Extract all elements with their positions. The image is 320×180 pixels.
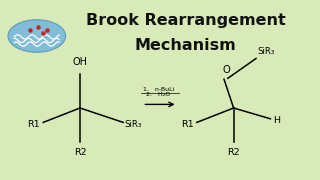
Circle shape — [8, 20, 66, 52]
Text: OH: OH — [73, 57, 87, 68]
Text: 2.   H₂O: 2. H₂O — [146, 92, 171, 97]
Text: 1.   n-BuLi: 1. n-BuLi — [143, 87, 174, 92]
Text: Mechanism: Mechanism — [135, 38, 236, 53]
Text: R1: R1 — [28, 120, 40, 129]
Text: R2: R2 — [74, 148, 86, 157]
Text: R2: R2 — [227, 148, 240, 157]
Text: R1: R1 — [181, 120, 194, 129]
Text: Brook Rearrangement: Brook Rearrangement — [86, 13, 285, 28]
Text: SiR₃: SiR₃ — [258, 47, 275, 56]
Text: SiR₃: SiR₃ — [125, 120, 142, 129]
Text: H: H — [273, 116, 280, 125]
Text: O: O — [223, 65, 230, 75]
